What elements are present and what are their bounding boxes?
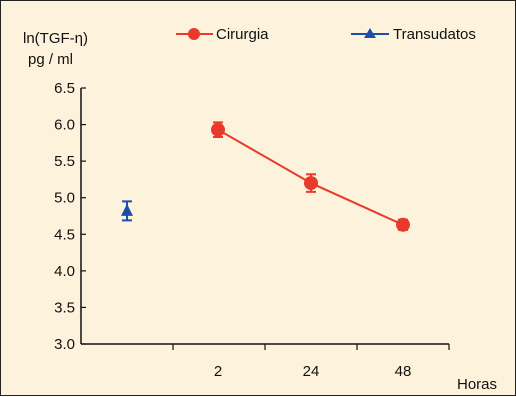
data-point-cirurgia	[396, 217, 410, 232]
legend-item-cirurgia: Cirurgia	[176, 26, 269, 43]
y-tick-label: 6.0	[54, 117, 75, 134]
y-tick-label: 4.5	[54, 226, 75, 243]
y-tick-label: 5.0	[54, 190, 75, 207]
data-point-cirurgia	[304, 176, 318, 191]
x-tick-label: 48	[395, 363, 412, 380]
x-axis-label: Horas	[457, 376, 497, 393]
data-point-transudatos	[121, 203, 133, 216]
legend-label-cirurgia: Cirurgia	[216, 26, 269, 43]
y-axis-unit: pg / ml	[28, 51, 73, 68]
y-tick-label: 4.0	[54, 263, 75, 280]
y-tick-label: 6.5	[54, 80, 75, 97]
y-tick-label: 3.0	[54, 336, 75, 353]
y-tick-label: 5.5	[54, 153, 75, 170]
legend-marker-transudatos	[364, 28, 376, 38]
x-tick-label: 2	[214, 363, 222, 380]
x-tick-label: 24	[303, 363, 320, 380]
data-point-cirurgia	[211, 122, 225, 137]
y-axis-label: ln(TGF-η)	[23, 30, 88, 47]
legend-marker-cirurgia	[188, 28, 200, 40]
legend: Cirurgia Transudatos	[176, 26, 476, 43]
legend-label-transudatos: Transudatos	[393, 26, 476, 43]
axes: 3.0 3.5 4.0 4.5 5.0 5.5 6.0 6.5 2 24 48	[54, 80, 450, 380]
legend-item-transudatos: Transudatos	[351, 26, 476, 43]
data-marks	[121, 121, 410, 232]
y-tick-label: 3.5	[54, 299, 75, 316]
